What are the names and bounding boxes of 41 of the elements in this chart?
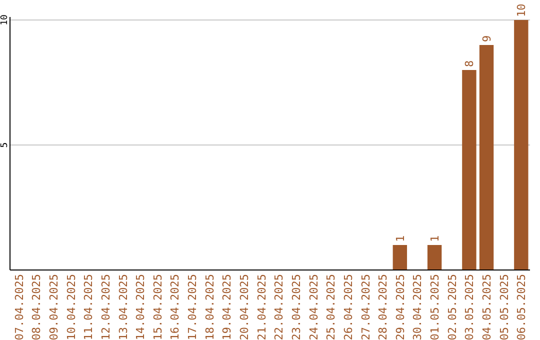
x-tick-label: 28.04.2025 (376, 274, 390, 340)
data-label: 9 (480, 35, 494, 42)
x-tick-label: 30.04.2025 (411, 274, 424, 340)
x-tick-label: 11.04.2025 (82, 274, 96, 340)
x-tick-label: 26.04.2025 (342, 274, 355, 340)
x-tick-label: 18.04.2025 (203, 274, 216, 340)
x-tick-label: 17.04.2025 (186, 274, 200, 340)
x-tick-label: 04.05.2025 (480, 274, 494, 340)
x-tick-label: 05.05.2025 (498, 274, 511, 340)
x-tick-label: 25.04.2025 (324, 274, 338, 340)
x-tick-label: 21.04.2025 (255, 274, 268, 340)
x-tick-label: 12.04.2025 (99, 274, 112, 340)
x-tick-label: 15.04.2025 (151, 274, 164, 340)
x-tick-label: 24.04.2025 (307, 274, 320, 340)
bar (479, 45, 494, 270)
x-tick-label: 07.04.2025 (12, 274, 26, 340)
x-tick-label: 29.04.2025 (394, 274, 407, 340)
x-tick-label: 09.04.2025 (47, 274, 60, 340)
data-label: 10 (515, 4, 528, 17)
bar (427, 245, 442, 270)
data-label: 8 (463, 60, 476, 67)
x-tick-label: 08.04.2025 (30, 274, 44, 340)
x-tick-label: 16.04.2025 (168, 274, 182, 340)
x-tick-label: 14.04.2025 (134, 274, 148, 340)
x-tick-label: 02.05.2025 (446, 274, 459, 340)
bar (514, 20, 528, 270)
bar (462, 70, 476, 270)
x-tick-label: 23.04.2025 (290, 274, 303, 340)
data-label: 1 (394, 235, 407, 242)
data-label: 1 (428, 235, 442, 242)
x-tick-label: 01.05.2025 (428, 274, 442, 340)
bar (392, 245, 408, 270)
x-tick-label: 27.04.2025 (359, 274, 372, 340)
x-tick-label: 13.04.2025 (116, 274, 130, 340)
x-tick-label: 20.04.2025 (238, 274, 252, 340)
x-tick-label: 03.05.2025 (463, 274, 476, 340)
x-tick-label: 10.04.2025 (64, 274, 78, 340)
x-tick-label: 19.04.2025 (220, 274, 234, 340)
x-tick-label: 06.05.2025 (515, 274, 528, 340)
y-tick-label: 5 (0, 142, 10, 148)
x-tick-label: 22.04.2025 (272, 274, 286, 340)
